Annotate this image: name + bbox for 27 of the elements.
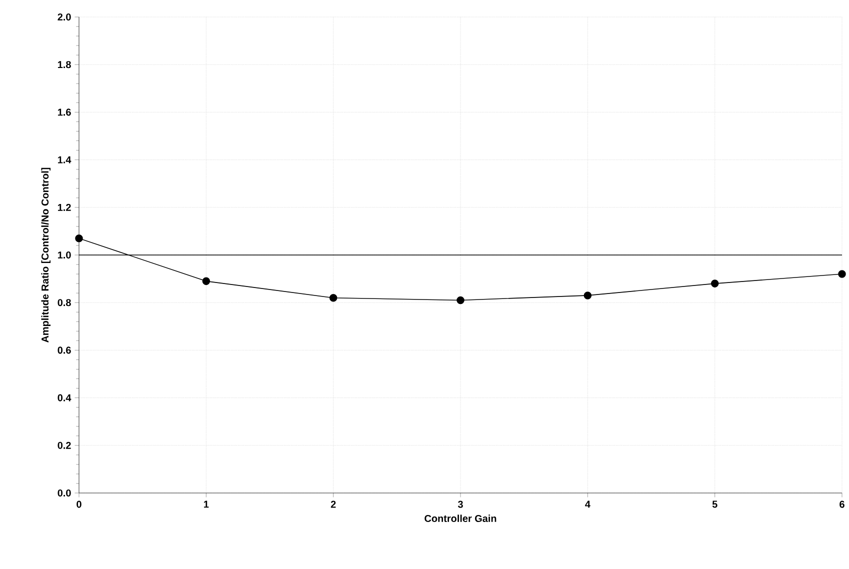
- x-tick-label: 4: [585, 500, 590, 508]
- point: [710, 280, 719, 288]
- y-tick-label: 1.0: [58, 251, 71, 259]
- y-tick-label: 1.2: [58, 204, 71, 211]
- y-tick-label: 2.0: [58, 13, 71, 21]
- point: [75, 234, 83, 242]
- y-tick-label: 1.8: [58, 61, 71, 68]
- point: [329, 294, 338, 302]
- point: [456, 296, 464, 304]
- y-axis-title: Amplitude Ratio [Control/No Control]: [41, 168, 51, 342]
- x-tick-label: 6: [840, 500, 844, 508]
- point: [838, 270, 846, 278]
- x-tick-label: 0: [76, 500, 82, 508]
- y-tick-label: 1.4: [58, 156, 72, 164]
- x-tick-label: 5: [712, 500, 718, 508]
- point: [202, 277, 210, 286]
- y-tick-label: 0.2: [58, 442, 71, 449]
- y-tick-label: 0.4: [58, 394, 72, 402]
- x-tick-label: 2: [330, 500, 336, 508]
- x-tick-label: 1: [204, 500, 209, 508]
- y-tick-label: 1.6: [58, 108, 71, 116]
- y-tick-label: 0.6: [58, 346, 71, 354]
- x-axis-title: Controller Gain: [424, 514, 496, 522]
- point: [584, 292, 592, 300]
- y-tick-label: 0.0: [58, 489, 71, 497]
- x-tick-label: 3: [458, 500, 463, 508]
- y-tick-label: 0.8: [58, 299, 71, 306]
